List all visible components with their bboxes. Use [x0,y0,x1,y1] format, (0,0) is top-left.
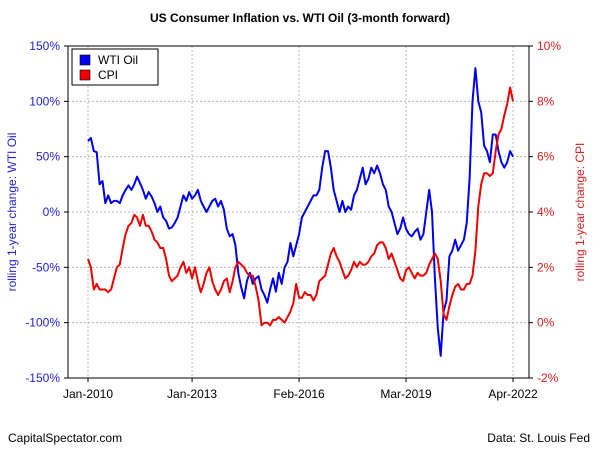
legend-label-wti: WTI Oil [98,53,138,67]
footer-source-right: Data: St. Louis Fed [487,431,590,445]
x-tick-label: Jan-2013 [167,387,217,401]
y-left-tick-label: 50% [36,150,60,164]
x-tick-label: Mar-2019 [380,387,432,401]
x-tick-label: Apr-2022 [488,387,538,401]
y-right-tick-label: 10% [537,39,561,53]
y-axis-label-right: rolling 1-year change: CPI [573,143,587,282]
series-line-wti-oil [87,67,514,357]
legend-swatch-cpi [79,69,91,81]
tick-layer: -150% -100% -50% 0% 50% 100% 150% -2% 0% 2% 4% 6% 8%… [25,39,561,401]
y-left-tick-label: -100% [25,316,60,330]
y-right-tick-label: 8% [537,94,555,108]
legend-label-cpi: CPI [98,68,118,82]
legend: WTI Oil CPI [71,48,159,86]
y-left-tick-label: -50% [32,260,60,274]
series-layer [87,67,514,357]
chart-title: US Consumer Inflation vs. WTI Oil (3-mon… [150,11,450,25]
y-left-tick-label: 150% [29,39,60,53]
y-right-tick-label: 4% [537,205,555,219]
series-line-cpi [87,86,514,327]
grid [68,46,529,378]
y-left-tick-label: -150% [25,371,60,385]
y-right-tick-label: 2% [537,260,555,274]
y-right-tick-label: 6% [537,150,555,164]
y-right-tick-label: -2% [537,371,559,385]
x-tick-label: Feb-2016 [273,387,325,401]
y-right-tick-label: 0% [537,316,555,330]
legend-swatch-wti [79,54,91,66]
y-axis-label-left: rolling 1-year change: WTI Oil [5,133,19,292]
x-tick-label: Jan-2010 [63,387,113,401]
footer-source-left: CapitalSpectator.com [8,431,122,445]
y-left-tick-label: 0% [43,205,61,219]
y-left-tick-label: 100% [29,94,60,108]
